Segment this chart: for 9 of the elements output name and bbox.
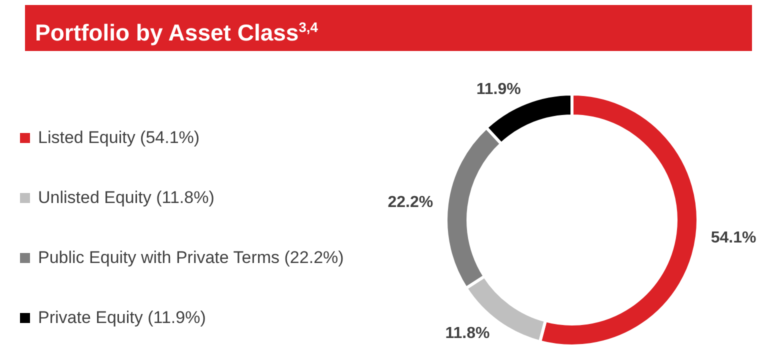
data-label: 54.1% xyxy=(710,229,756,246)
legend-label: Listed Equity (54.1%) xyxy=(38,128,200,148)
legend-label: Unlisted Equity (11.8%) xyxy=(38,188,214,208)
legend-label: Private Equity (11.9%) xyxy=(38,308,206,328)
data-label: 11.9% xyxy=(476,81,521,98)
data-label: 22.2% xyxy=(388,194,434,211)
legend-label: Public Equity with Private Terms (22.2%) xyxy=(38,248,344,268)
data-label: 11.8% xyxy=(445,324,490,342)
chart-title: Portfolio by Asset Class$^{3,4}$ xyxy=(25,5,752,51)
